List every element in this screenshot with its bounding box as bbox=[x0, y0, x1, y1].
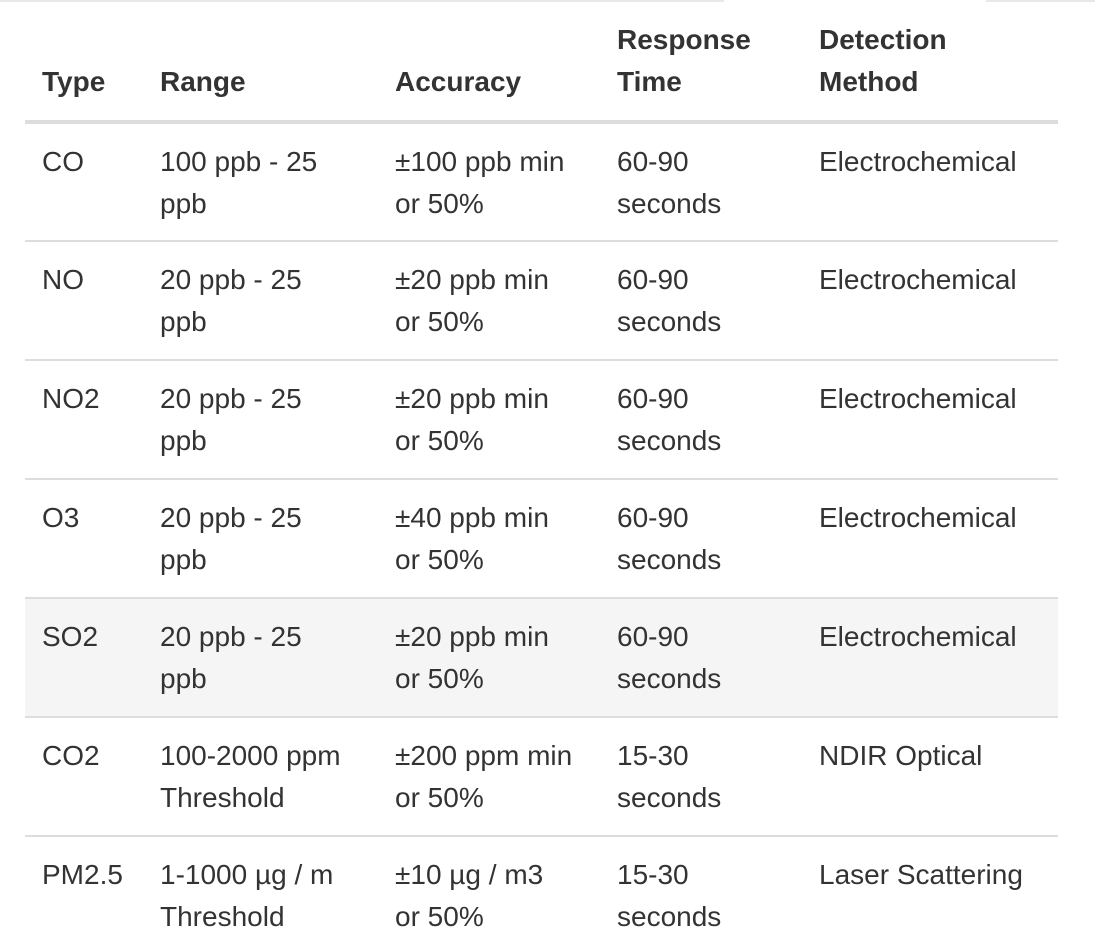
cell-accuracy: ±100 ppb min or 50% bbox=[378, 122, 600, 242]
cell-type: NO2 bbox=[25, 360, 143, 480]
cell-detection-method: Electrochemical bbox=[802, 479, 1058, 599]
cell-accuracy: ±20 ppb min or 50% bbox=[378, 241, 600, 361]
table-row: CO 100 ppb - 25 ppb ±100 ppb min or 50% 60… bbox=[25, 122, 1058, 242]
table-row: NO2 20 ppb - 25 ppb ±20 ppb min or 50% 60-… bbox=[25, 360, 1058, 480]
cell-range: 20 ppb - 25 ppb bbox=[143, 479, 378, 599]
cell-response-time: 15-30 seconds bbox=[600, 717, 802, 837]
cell-range: 20 ppb - 25 ppb bbox=[143, 241, 378, 361]
cell-response-time: 15-30 seconds bbox=[617, 859, 722, 932]
header-accuracy: Accuracy bbox=[378, 0, 600, 124]
cell-range: 20 ppb - 25 ppb bbox=[143, 360, 378, 480]
cell-accuracy: ±10 µg / m3 or 50% bbox=[395, 859, 544, 932]
cell-type: NO bbox=[25, 241, 143, 361]
header-type: Type bbox=[25, 0, 143, 124]
cell-response-time: 60-90 seconds bbox=[600, 360, 802, 480]
header-range: Range bbox=[143, 0, 378, 124]
cell-accuracy: ±200 ppm min or 50% bbox=[378, 717, 600, 837]
cell-response-time: 60-90 seconds bbox=[600, 241, 802, 361]
header-response-time: Response Time bbox=[600, 0, 802, 124]
table-header-row: Type Range Accuracy Response Time Detecti… bbox=[25, 0, 1058, 124]
cell-response-time: 60-90 seconds bbox=[600, 479, 802, 599]
cell-detection-method: Laser Scattering bbox=[819, 859, 1023, 890]
header-detection-method: Detection Method bbox=[802, 0, 1058, 124]
cell-detection-method: NDIR Optical bbox=[802, 717, 1058, 837]
cell-response-time: 60-90 seconds bbox=[600, 122, 802, 242]
cell-range: 1-1000 µg / m Threshold bbox=[160, 859, 334, 932]
cell-type: O3 bbox=[25, 479, 143, 599]
table-row: O3 20 ppb - 25 ppb ±40 ppb min or 50% 60-9… bbox=[25, 479, 1058, 599]
cell-detection-method: Electrochemical bbox=[802, 122, 1058, 242]
table-row: CO2 100-2000 ppm Threshold ±200 ppm min or… bbox=[25, 717, 1058, 837]
cell-accuracy: ±20 ppb min or 50% bbox=[378, 360, 600, 480]
cell-detection-method: Electrochemical bbox=[802, 241, 1058, 361]
sensor-spec-table: Type Range Accuracy Response Time Detecti… bbox=[25, 0, 1058, 944]
cell-type: PM2.5 bbox=[42, 859, 123, 890]
cell-detection-method: Electrochemical bbox=[802, 598, 1058, 718]
cell-accuracy: ±40 ppb min or 50% bbox=[378, 479, 600, 599]
cell-range: 100 ppb - 25 ppb bbox=[143, 122, 378, 242]
cell-range: 100-2000 ppm Threshold bbox=[143, 717, 378, 837]
cell-accuracy: ±20 ppb min or 50% bbox=[378, 598, 600, 718]
cell-response-time: 60-90 seconds bbox=[600, 598, 802, 718]
table-row-highlighted: SO2 20 ppb - 25 ppb ±20 ppb min or 50% 60-… bbox=[25, 598, 1058, 718]
table-row: NO 20 ppb - 25 ppb ±20 ppb min or 50% 60-9… bbox=[25, 241, 1058, 361]
cell-detection-method: Electrochemical bbox=[802, 360, 1058, 480]
cell-range: 20 ppb - 25 ppb bbox=[143, 598, 378, 718]
cell-type: CO bbox=[25, 122, 143, 242]
cell-type: CO2 bbox=[25, 717, 143, 837]
table-row: PM2.5 1-1000 µg / m Threshold ±10 µg / m3… bbox=[25, 836, 1058, 944]
cell-type: SO2 bbox=[25, 598, 143, 718]
